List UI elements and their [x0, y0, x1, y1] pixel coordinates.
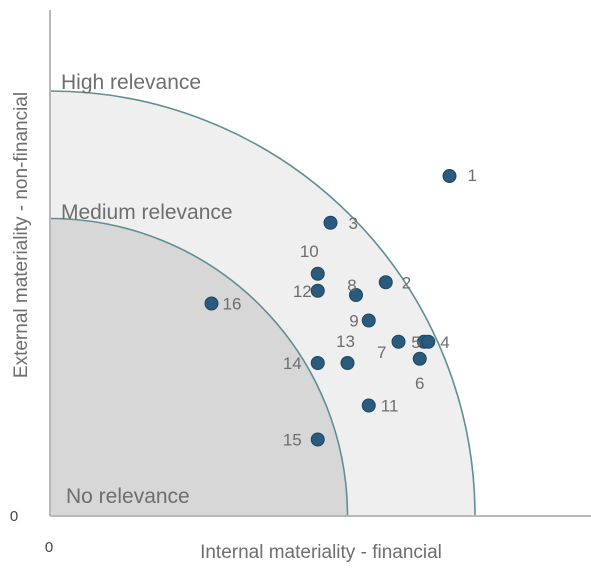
zone-labels: High relevance Medium relevance No relev…: [61, 71, 233, 508]
data-point-label-9: 9: [349, 312, 358, 331]
data-point-label-10: 10: [300, 242, 319, 261]
data-point-11: [361, 398, 376, 413]
data-point-14: [310, 356, 325, 370]
data-point-13: [340, 356, 355, 370]
axes: [49, 10, 591, 517]
data-point-label-14: 14: [283, 354, 302, 373]
data-point-15: [310, 432, 325, 447]
data-point-label-7: 7: [377, 343, 386, 362]
zone-boundary-arc-1: [49, 217, 349, 517]
data-point-label-5: 5: [411, 333, 420, 352]
data-point-9: [361, 313, 376, 328]
data-point-7: [391, 334, 406, 349]
data-point-16: [204, 296, 219, 311]
data-point-label-13: 13: [336, 332, 355, 351]
data-point-label-1: 1: [468, 166, 477, 185]
zone-fill-1: [50, 218, 348, 516]
data-point-label-11: 11: [381, 397, 399, 416]
data-point-label-2: 2: [402, 273, 411, 292]
zone-label-high-relevance: High relevance: [61, 71, 201, 94]
data-point-8: [349, 288, 363, 302]
data-point-label-8: 8: [347, 276, 356, 295]
y-axis-title: External materiality - non-financial: [11, 92, 32, 378]
zone-label-no-relevance: No relevance: [66, 485, 190, 508]
axis-labels: Internal materiality - financial Externa…: [10, 92, 442, 563]
data-point-label-3: 3: [349, 214, 358, 233]
y-origin-tick: 0: [10, 508, 18, 525]
data-point-4: [421, 334, 436, 349]
data-point-label-6: 6: [415, 374, 424, 393]
data-point-3: [323, 215, 338, 230]
x-origin-tick: 0: [45, 539, 53, 556]
data-point-label-15: 15: [283, 431, 302, 450]
zone-label-medium-relevance: Medium relevance: [61, 201, 233, 224]
data-point-label-12: 12: [293, 282, 312, 301]
data-point-label-4: 4: [440, 333, 449, 352]
zone-boundary-arc-0: [49, 90, 476, 517]
data-point-12: [310, 283, 325, 298]
data-point-1: [442, 169, 457, 183]
data-point-6: [412, 351, 427, 366]
relevance-zones: [49, 90, 476, 517]
data-point-2: [378, 275, 393, 290]
x-axis-title: Internal materiality - financial: [200, 542, 442, 563]
data-point-label-16: 16: [223, 295, 242, 314]
data-point-10: [310, 266, 325, 281]
